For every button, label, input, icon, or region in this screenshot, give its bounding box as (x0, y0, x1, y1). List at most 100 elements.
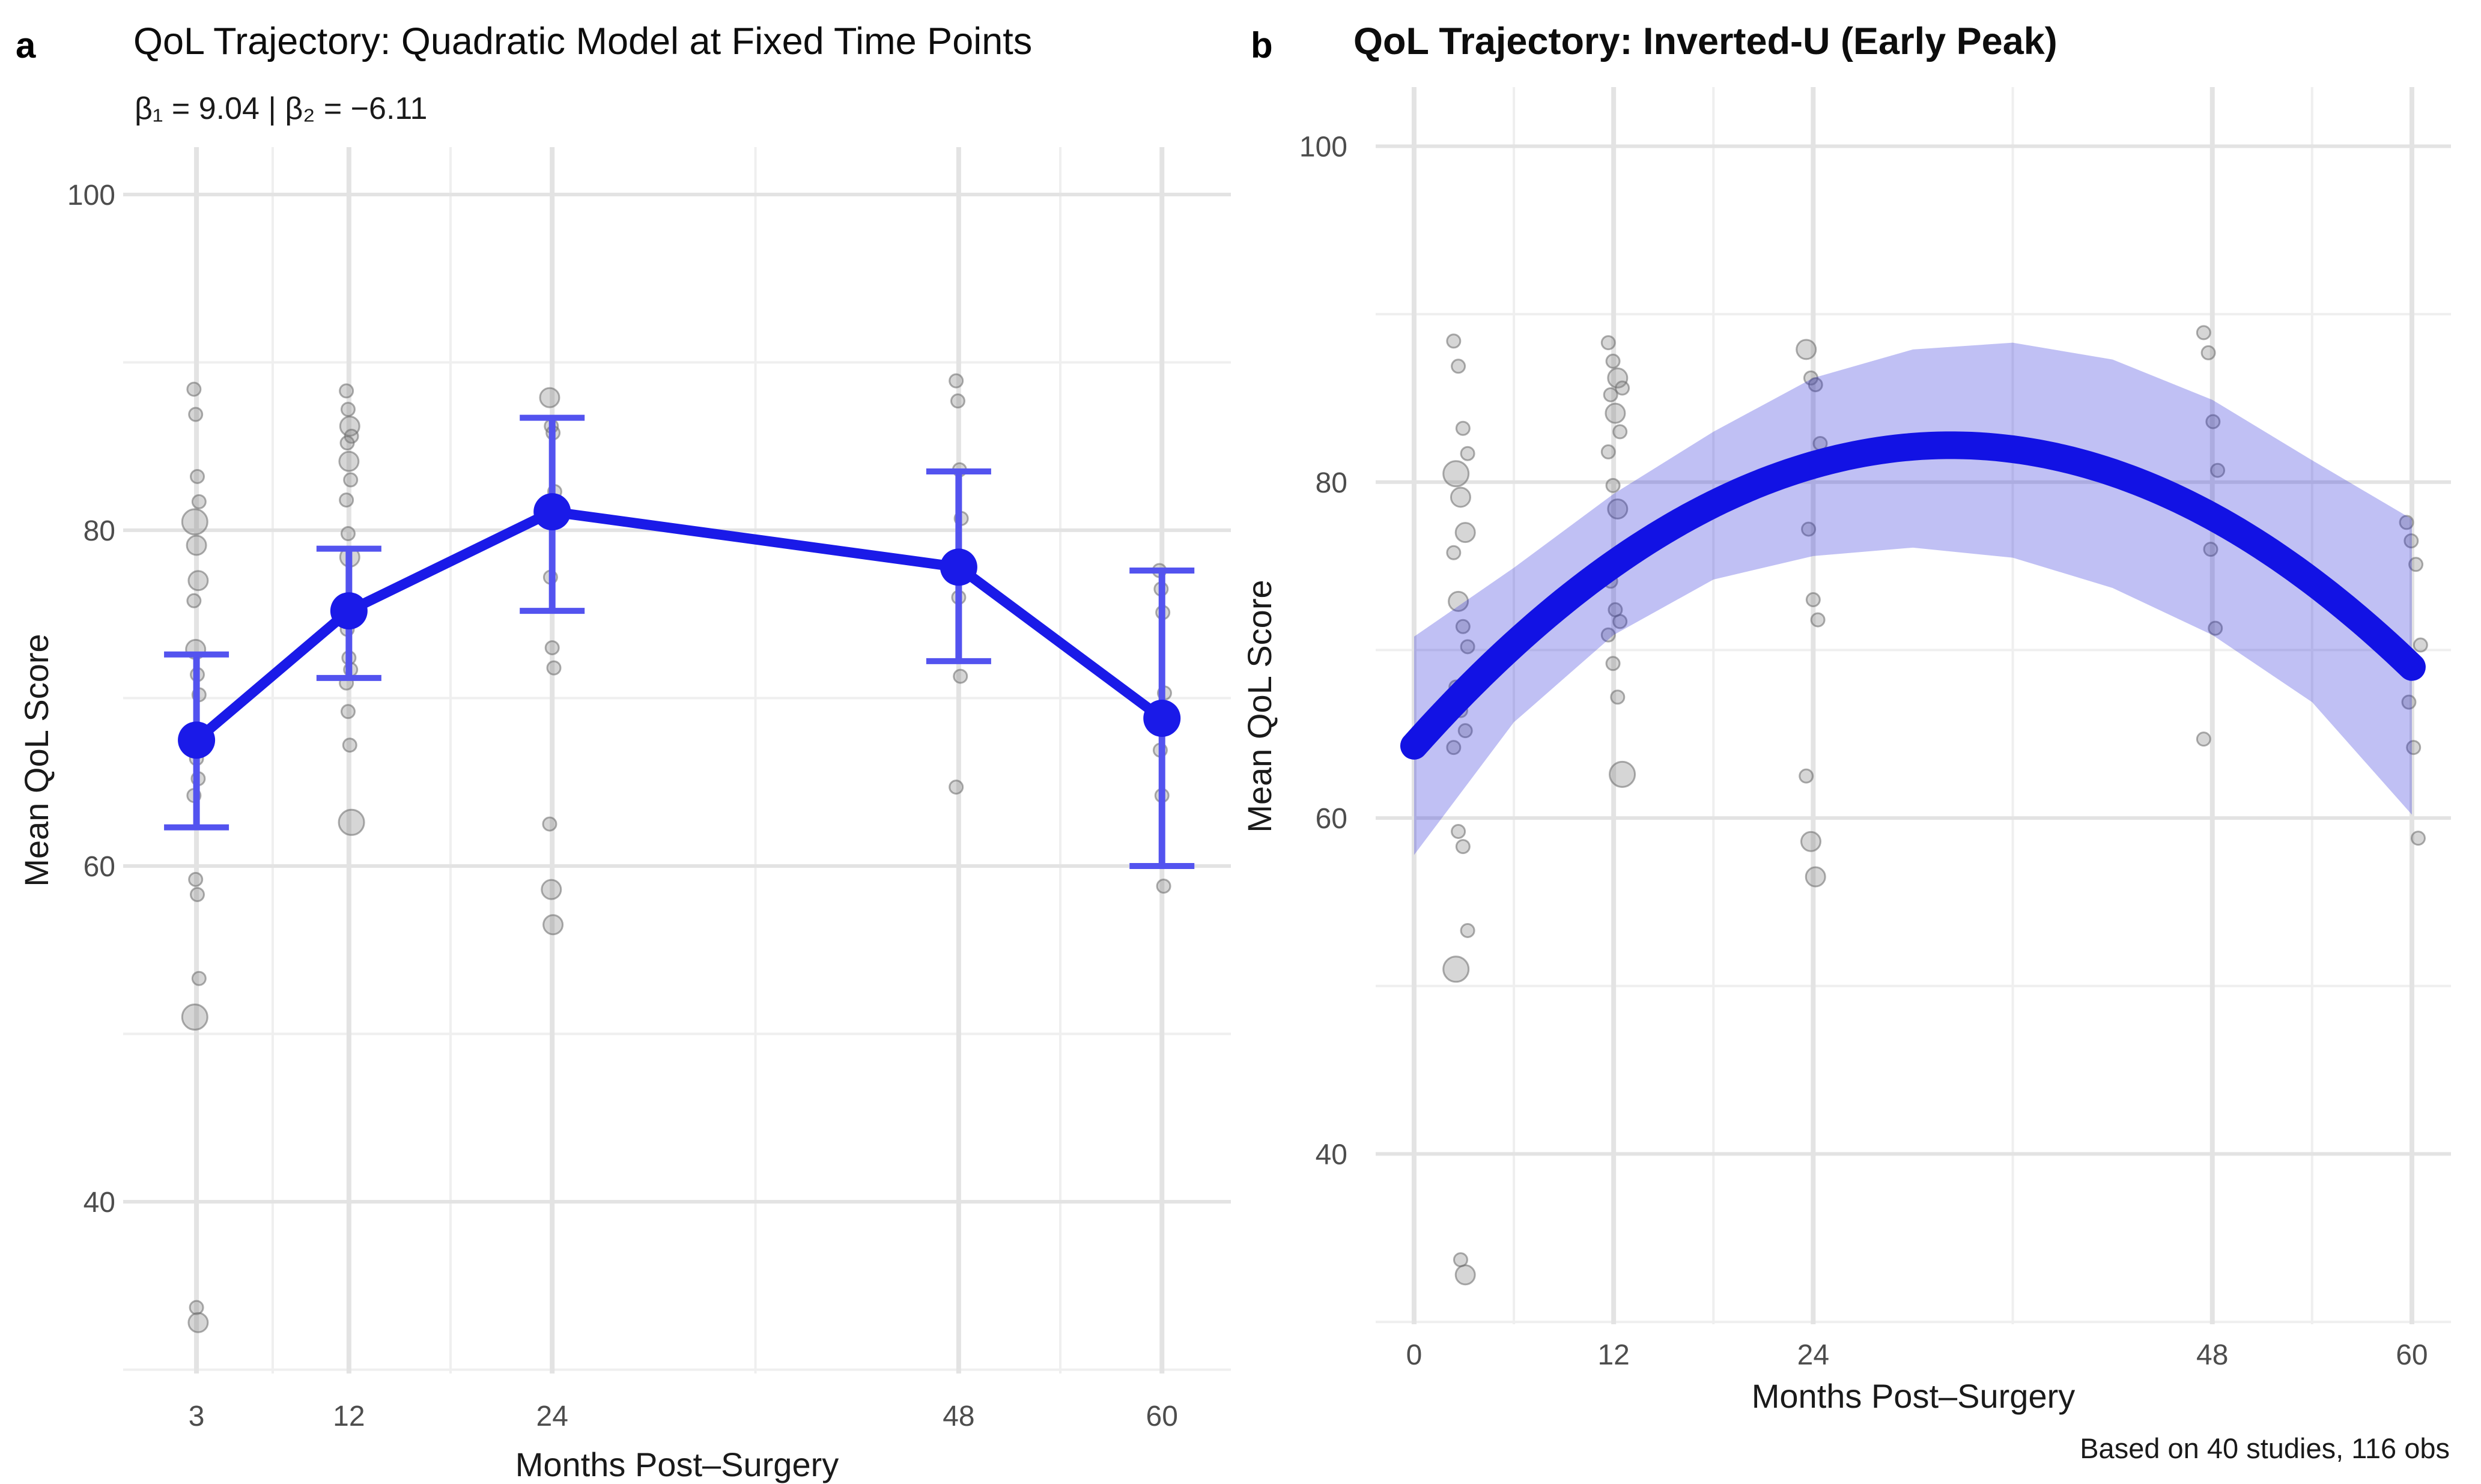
mean-point (533, 493, 571, 531)
panel-b-gridlines (1376, 87, 2451, 1324)
scatter-point (1448, 590, 1469, 612)
scatter-point (342, 737, 357, 753)
scatter-point (343, 472, 359, 488)
x-tick-label: 12 (1597, 1339, 1629, 1371)
scatter-point (191, 971, 207, 986)
scatter-point (949, 780, 964, 795)
mean-point (178, 721, 216, 759)
y-tick-label: 40 (84, 1187, 115, 1219)
scatter-point (1605, 353, 1621, 369)
scatter-point (1810, 612, 1826, 628)
confidence-ribbon (1414, 342, 2412, 855)
scatter-point (542, 816, 557, 832)
panel-a-scatter-layer (181, 373, 1172, 1333)
scatter-point (189, 886, 205, 902)
scatter-point (1455, 839, 1471, 855)
scatter-point (1455, 619, 1471, 634)
panel-a-model-layer (164, 414, 1195, 869)
scatter-point (2413, 637, 2428, 653)
scatter-point (1796, 339, 1817, 360)
scatter-point (1460, 446, 1475, 461)
scatter-point (1450, 486, 1471, 508)
scatter-point (2408, 557, 2424, 572)
panel-a-gridlines (123, 147, 1231, 1373)
scatter-point (1460, 922, 1475, 938)
scatter-point (191, 494, 207, 509)
trend-curve (1400, 431, 2426, 760)
scatter-point (2196, 731, 2211, 747)
scatter-point (181, 1004, 208, 1031)
scatter-point (1454, 522, 1476, 544)
scatter-point (186, 535, 207, 556)
scatter-point (949, 373, 964, 389)
panel-b-model-layer (1400, 342, 2426, 855)
scatter-point (1805, 866, 1826, 888)
scatter-point (1600, 335, 1616, 351)
scatter-point (2404, 533, 2419, 549)
panel-b-title: QoL Trajectory: Inverted-U (Early Peak) (1353, 20, 2057, 62)
scatter-point (186, 593, 202, 608)
scatter-point (1605, 656, 1621, 671)
scatter-point (1799, 768, 1814, 784)
scatter-point (1612, 424, 1628, 440)
scatter-point (1442, 460, 1470, 488)
scatter-point (339, 383, 354, 399)
x-tick-label: 0 (1406, 1339, 1423, 1371)
scatter-point (542, 914, 564, 936)
y-tick-label: 80 (1316, 467, 1347, 499)
scatter-point (1460, 639, 1475, 655)
scatter-point (2200, 345, 2216, 360)
scatter-point (189, 468, 205, 484)
scatter-point (187, 570, 209, 592)
scatter-point (1451, 359, 1466, 374)
scatter-point (1605, 402, 1626, 424)
scatter-point (2399, 515, 2414, 530)
panel-a-tick-labels: 40 60 80 100 3 12 24 48 60 (67, 180, 1178, 1432)
mean-point (330, 592, 368, 630)
y-tick-label: 100 (1299, 131, 1347, 163)
panel-b-tag: b (1251, 25, 1273, 65)
x-tick-label: 24 (1797, 1339, 1829, 1371)
panel-b-x-axis-title: Months Post–Surgery (1752, 1377, 2075, 1415)
scatter-point (1603, 387, 1618, 402)
y-tick-label: 80 (84, 515, 115, 547)
scatter-point (1800, 831, 1821, 852)
x-tick-label: 12 (333, 1401, 365, 1432)
panel-b-y-axis-title: Mean QoL Score (1240, 580, 1278, 832)
scatter-point (1801, 521, 1817, 537)
scatter-point (1454, 1264, 1476, 1286)
scatter-point (1446, 545, 1462, 560)
scatter-point (1607, 367, 1629, 389)
scatter-point (188, 407, 204, 422)
scatter-point (544, 640, 560, 656)
scatter-point (189, 1300, 204, 1315)
scatter-point (1442, 956, 1470, 983)
scatter-point (1457, 723, 1473, 739)
scatter-point (1610, 689, 1626, 705)
scatter-point (338, 808, 365, 836)
y-tick-label: 60 (1316, 803, 1347, 835)
scatter-point (953, 668, 968, 684)
y-tick-label: 40 (1316, 1139, 1347, 1171)
panel-a-tag: a (16, 25, 36, 65)
scatter-point (1600, 627, 1616, 643)
scatter-point (1615, 380, 1630, 396)
panel-b-tick-labels: 40 60 80 100 0 12 24 48 60 (1299, 131, 2428, 1371)
scatter-point (2205, 414, 2221, 429)
scatter-point (950, 393, 965, 409)
scatter-point (1808, 377, 1823, 393)
scatter-point (181, 508, 208, 536)
x-tick-label: 48 (943, 1401, 974, 1432)
x-tick-label: 24 (536, 1401, 568, 1432)
panel-a-title: QoL Trajectory: Quadratic Model at Fixed… (133, 20, 1032, 62)
scatter-point (1451, 823, 1466, 839)
scatter-point (188, 871, 204, 887)
panel-a-x-axis-title: Months Post–Surgery (515, 1446, 839, 1483)
scatter-point (541, 879, 562, 900)
scatter-point (339, 492, 354, 508)
x-tick-label: 48 (2196, 1339, 2228, 1371)
y-tick-label: 100 (67, 180, 115, 211)
x-tick-label: 60 (1146, 1401, 1178, 1432)
